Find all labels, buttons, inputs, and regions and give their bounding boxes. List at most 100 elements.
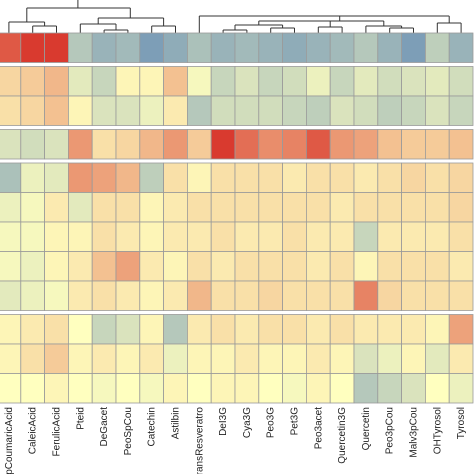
heatmap-cell (401, 280, 426, 311)
heatmap-cell (377, 95, 402, 126)
heatmap-cell (44, 32, 69, 63)
column-label: Catechin (147, 407, 158, 446)
heatmap-cell (20, 373, 45, 404)
heatmap-cell (186, 162, 212, 193)
heatmap-cell (282, 280, 307, 311)
heatmap-cell (139, 343, 165, 374)
heatmap-cell (91, 95, 117, 126)
column-label: DeI3G (218, 407, 229, 436)
heatmap-cell (401, 373, 426, 404)
heatmap-cell (0, 343, 22, 374)
heatmap-cell (258, 32, 283, 63)
column-label: Peo3acet (313, 407, 324, 449)
heatmap-cell (234, 251, 260, 282)
heatmap-cell (424, 66, 450, 97)
heatmap-cell (44, 251, 69, 282)
heatmap-cell (186, 251, 212, 282)
heatmap-cell (448, 314, 474, 345)
heatmap-cell (234, 314, 260, 345)
heatmap-cell (353, 129, 379, 160)
heatmap-cell (424, 32, 450, 63)
heatmap-cell (44, 373, 69, 404)
heatmap-cell (401, 192, 426, 223)
heatmap-cell (282, 66, 307, 97)
heatmap-cell (329, 280, 355, 311)
heatmap-cell (258, 314, 283, 345)
heatmap-cell (163, 343, 188, 374)
heatmap-cell (234, 66, 260, 97)
heatmap-cell (115, 162, 141, 193)
heatmap-cell (305, 192, 331, 223)
heatmap-cell (210, 373, 236, 404)
heatmap-cell (115, 343, 141, 374)
heatmap-cell (305, 314, 331, 345)
heatmap-cell (401, 95, 426, 126)
heatmap-cell (305, 95, 331, 126)
heatmap-cell (258, 95, 283, 126)
heatmap-cell (448, 343, 474, 374)
heatmap-cell (401, 221, 426, 252)
heatmap-cell (91, 32, 117, 63)
heatmap-cell (115, 32, 141, 63)
column-label: CaleicAcid (28, 407, 39, 454)
heatmap-cell (282, 162, 307, 193)
heatmap-cell (139, 66, 165, 97)
heatmap-cell (353, 343, 379, 374)
heatmap-cell (91, 129, 117, 160)
heatmap-cell (139, 162, 165, 193)
column-label: Tyrosol (456, 407, 467, 439)
heatmap-cell (139, 221, 165, 252)
heatmap-cell (115, 314, 141, 345)
heatmap-cell (401, 343, 426, 374)
column-label: Peo3pCou (385, 407, 396, 454)
heatmap-cell (377, 343, 402, 374)
heatmap-cell (401, 129, 426, 160)
heatmap-cell (353, 373, 379, 404)
heatmap-cell (258, 373, 283, 404)
column-label: transResveratro (194, 407, 205, 474)
heatmap-cell (44, 66, 69, 97)
heatmap-cell (305, 373, 331, 404)
heatmap-cell (0, 129, 22, 160)
heatmap-cell (186, 343, 212, 374)
heatmap-cell (282, 129, 307, 160)
heatmap-cell (258, 343, 283, 374)
heatmap-cell (20, 251, 45, 282)
heatmap-cell (68, 66, 93, 97)
heatmap-cell (329, 162, 355, 193)
heatmap-cell (20, 221, 45, 252)
heatmap-cell (139, 373, 165, 404)
heatmap-cell (305, 251, 331, 282)
heatmap-cell (139, 280, 165, 311)
heatmap-cell (0, 280, 22, 311)
heatmap-cell (282, 192, 307, 223)
heatmap-cell (20, 280, 45, 311)
heatmap-cell (258, 251, 283, 282)
heatmap-cell (377, 162, 402, 193)
heatmap-cell (139, 251, 165, 282)
heatmap-cell (68, 32, 93, 63)
heatmap-cell (234, 280, 260, 311)
heatmap-cell (377, 192, 402, 223)
column-label: pCoumaricAcid (4, 407, 15, 474)
heatmap-cell (20, 32, 45, 63)
heatmap-cell (20, 95, 45, 126)
heatmap-cell (329, 314, 355, 345)
column-labels: pCoumaricAcid CaleicAcid FerulicAcid Pteid D… (4, 407, 467, 474)
heatmap-cell (305, 32, 331, 63)
heatmap-cell (424, 162, 450, 193)
heatmap-cell (68, 280, 93, 311)
heatmap-cell (91, 314, 117, 345)
heatmap-cell (424, 251, 450, 282)
heatmap-cell (377, 32, 402, 63)
heatmap-cell (258, 221, 283, 252)
heatmap-cell (377, 280, 402, 311)
heatmap-cell (424, 343, 450, 374)
heatmap-cell (210, 192, 236, 223)
heatmap-cell (115, 192, 141, 223)
heatmap-cell (20, 129, 45, 160)
heatmap-cell (353, 162, 379, 193)
heatmap-cell (91, 280, 117, 311)
heatmap-cell (91, 66, 117, 97)
